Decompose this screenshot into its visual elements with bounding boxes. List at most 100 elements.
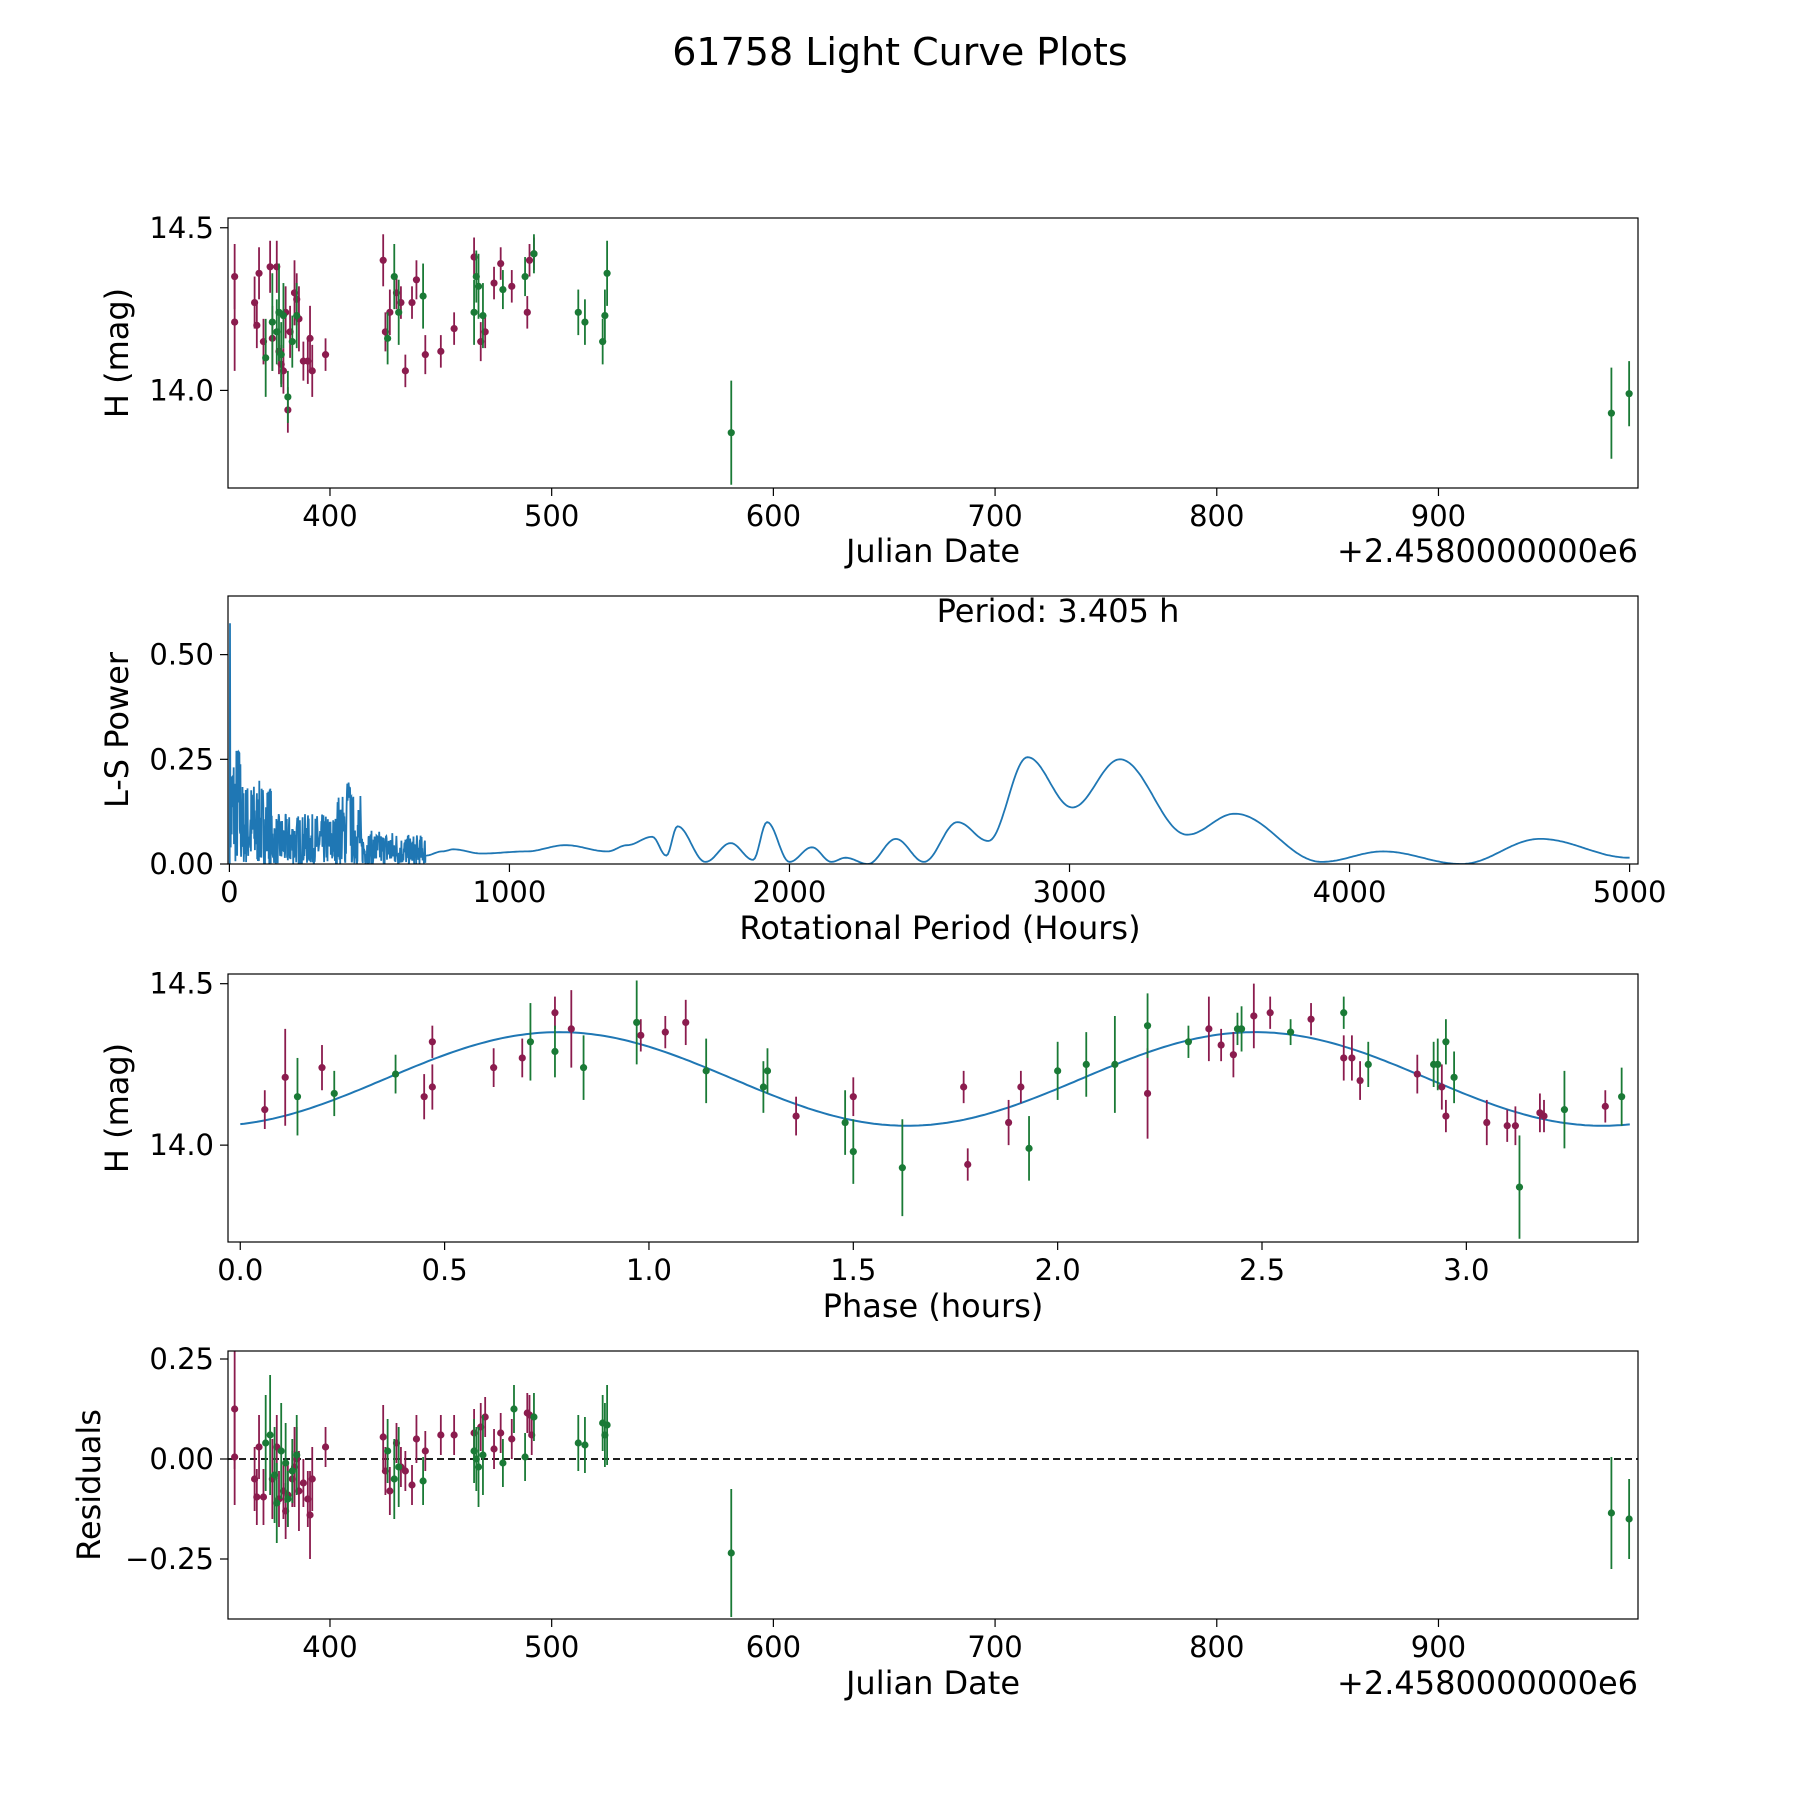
residuals-point xyxy=(231,1453,239,1461)
light-curve-point xyxy=(601,311,609,320)
phased-curve-point xyxy=(428,1083,436,1091)
residuals-ytick-label: 0.00 xyxy=(149,1442,214,1476)
phased-curve-xtick-label: 0.5 xyxy=(422,1253,468,1287)
light-curve-point xyxy=(231,318,239,326)
light-curve-point xyxy=(508,282,516,290)
residuals-point xyxy=(412,1435,421,1443)
residuals-point xyxy=(288,1467,296,1475)
phased-curve-point xyxy=(1005,1118,1013,1127)
phased-curve-point xyxy=(792,1112,800,1120)
periodogram-line xyxy=(228,623,1630,864)
figure-title: 61758 Light Curve Plots xyxy=(672,30,1127,74)
phased-curve-ytick-label: 14.0 xyxy=(149,1128,214,1162)
phased-curve-point xyxy=(261,1106,269,1114)
phased-curve-ticks: 0.0 0.5 1.0 1.5 2.0 2.5 3.0 14.0 14.5 xyxy=(149,967,1489,1287)
phased-curve-point xyxy=(1364,1060,1372,1069)
light-curve-point xyxy=(450,325,458,333)
light-curve-ticks: 400 500 600 700 800 900 14.0 14.5 xyxy=(149,211,1466,533)
phased-curve-axes-frame xyxy=(227,973,1639,1243)
residuals-point xyxy=(395,1463,403,1471)
light-curve-point xyxy=(390,272,398,281)
light-curve-point xyxy=(490,279,498,287)
phased-curve-point xyxy=(1560,1106,1569,1114)
residuals-point xyxy=(259,1493,268,1501)
light-curve-point xyxy=(1625,390,1633,398)
phased-curve-point xyxy=(1434,1060,1442,1069)
periodogram-ytick-label: 0.50 xyxy=(149,638,214,672)
residuals-point xyxy=(1607,1509,1615,1517)
light-curve-point xyxy=(253,321,261,329)
light-curve-point xyxy=(279,311,288,320)
light-curve-point xyxy=(421,351,429,359)
residuals-point xyxy=(282,1459,290,1467)
phased-curve-point xyxy=(849,1147,857,1156)
residuals-xlabel: Julian Date xyxy=(844,1664,1020,1702)
light-curve-point xyxy=(277,351,285,359)
phased-curve-xtick-label: 1.5 xyxy=(830,1253,876,1287)
phased-curve-point xyxy=(1413,1070,1421,1078)
phased-curve-point xyxy=(1217,1041,1225,1049)
phased-curve-point xyxy=(1540,1112,1548,1120)
phased-curve-point xyxy=(1356,1076,1364,1085)
phased-curve-point xyxy=(330,1089,338,1098)
residuals-point xyxy=(384,1447,392,1455)
phased-curve-point xyxy=(420,1093,428,1101)
periodogram-ytick-label: 0.25 xyxy=(149,742,214,776)
periodogram-axes-frame xyxy=(227,595,1639,865)
residuals-ytick-label: 0.25 xyxy=(149,1342,214,1376)
residuals-point xyxy=(479,1451,487,1459)
phased-curve-point xyxy=(1307,1015,1315,1023)
phased-curve-point xyxy=(1618,1093,1626,1101)
residuals-point xyxy=(390,1475,398,1483)
phased-curve-xtick-label: 0.0 xyxy=(217,1253,263,1287)
phased-curve-point xyxy=(1601,1102,1609,1110)
light-curve-point xyxy=(412,276,421,284)
light-curve-xtick-label: 400 xyxy=(302,499,357,533)
phased-curve-point xyxy=(391,1070,400,1078)
residuals-point xyxy=(262,1439,270,1447)
phased-curve-point xyxy=(1450,1073,1458,1081)
phased-curve-ylabel: H (mag) xyxy=(98,1043,136,1173)
residuals-point xyxy=(497,1429,505,1437)
residuals-point xyxy=(273,1499,281,1507)
phased-curve-point xyxy=(1340,1009,1348,1017)
light-curve-axes-frame xyxy=(227,217,1639,489)
residuals-point xyxy=(401,1467,409,1475)
residuals-point xyxy=(437,1431,445,1439)
light-curve-point xyxy=(384,334,392,342)
phased-curve-points xyxy=(240,980,1630,1239)
phased-curve-point xyxy=(1340,1054,1348,1062)
phased-curve-point xyxy=(1229,1051,1237,1059)
residuals-point xyxy=(1625,1515,1633,1523)
phased-curve-point xyxy=(490,1064,498,1072)
light-curve-point xyxy=(474,282,483,290)
residuals-xtick-label: 900 xyxy=(1411,1630,1466,1664)
phased-curve-point xyxy=(293,1093,302,1101)
residuals-point xyxy=(521,1453,529,1461)
phased-curve-point xyxy=(518,1054,526,1062)
phased-curve-point xyxy=(551,1009,559,1017)
phased-curve-point xyxy=(1143,1022,1152,1030)
phased-curve-point xyxy=(1266,1009,1274,1017)
residuals-point xyxy=(321,1443,330,1451)
phased-curve-point xyxy=(849,1093,857,1101)
residuals-point xyxy=(379,1433,387,1441)
phased-curve-point xyxy=(1250,1012,1258,1020)
light-curve-point xyxy=(497,259,505,268)
light-curve-point xyxy=(523,308,531,316)
residuals-xtick-label: 400 xyxy=(302,1630,357,1664)
period-annotation: Period: 3.405 h xyxy=(937,592,1180,630)
phased-curve-point xyxy=(579,1064,588,1072)
periodogram-xtick-label: 0 xyxy=(220,875,238,909)
phased-curve-xtick-label: 2.0 xyxy=(1035,1253,1081,1287)
light-curve-point xyxy=(408,298,416,307)
light-curve-point xyxy=(306,334,314,342)
phased-curve-point xyxy=(1483,1118,1491,1127)
periodogram-xtick-label: 2000 xyxy=(753,875,827,909)
residuals-point xyxy=(499,1459,507,1467)
phased-curve-point xyxy=(1438,1083,1446,1091)
light-curve-point xyxy=(308,367,316,375)
light-curve-xlabel: Julian Date xyxy=(844,532,1020,570)
phased-curve-point xyxy=(763,1067,772,1075)
